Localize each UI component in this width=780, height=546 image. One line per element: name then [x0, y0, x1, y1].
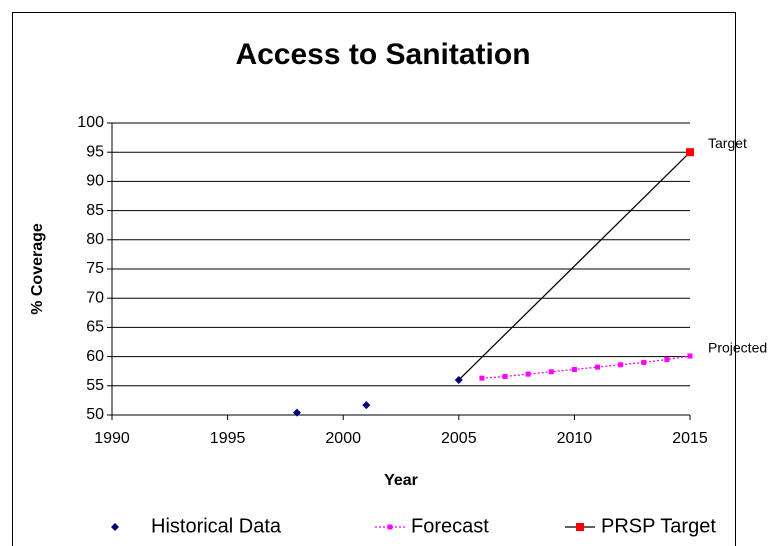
- point: [292, 408, 301, 417]
- x-tick-label: 2000: [325, 430, 361, 447]
- y-tick-label: 85: [86, 202, 104, 219]
- point: [664, 357, 670, 363]
- legend-label: Historical Data: [151, 515, 282, 537]
- legend-marker: [576, 523, 584, 531]
- point: [687, 353, 693, 359]
- x-tick-label: 1995: [210, 430, 246, 447]
- x-tick-label: 1990: [94, 430, 130, 447]
- point: [641, 359, 647, 365]
- y-axis-label: % Coverage: [29, 223, 46, 315]
- x-axis-label: Year: [384, 472, 418, 489]
- y-tick-label: 70: [86, 289, 104, 306]
- series-line: [458, 151, 691, 381]
- annotation: Target: [708, 135, 747, 151]
- point: [548, 369, 554, 375]
- point: [479, 375, 485, 381]
- y-tick-label: 75: [86, 260, 104, 277]
- y-tick-label: 55: [86, 377, 104, 394]
- x-tick-label: 2005: [441, 430, 477, 447]
- point: [595, 364, 601, 370]
- point: [571, 366, 577, 372]
- legend-marker: [111, 523, 119, 531]
- x-tick-label: 2015: [672, 430, 708, 447]
- annotation: Projected: [708, 339, 767, 355]
- point: [525, 371, 531, 377]
- y-tick-label: 90: [86, 173, 104, 190]
- chart-title: Access to Sanitation: [235, 38, 530, 71]
- legend-label: PRSP Target: [601, 515, 716, 537]
- point: [362, 401, 371, 410]
- y-tick-label: 80: [86, 231, 104, 248]
- legend-label: Forecast: [411, 515, 489, 537]
- y-tick-label: 100: [77, 114, 104, 131]
- y-tick-label: 65: [86, 319, 104, 336]
- point: [618, 362, 624, 368]
- series-line: [481, 355, 691, 379]
- y-tick-label: 60: [86, 348, 104, 365]
- point: [502, 373, 508, 379]
- y-tick-label: 95: [86, 143, 104, 160]
- x-tick-label: 2010: [557, 430, 593, 447]
- chart-border: [12, 12, 736, 546]
- legend-marker: [387, 524, 393, 530]
- point: [686, 148, 694, 157]
- y-tick-label: 50: [86, 406, 104, 423]
